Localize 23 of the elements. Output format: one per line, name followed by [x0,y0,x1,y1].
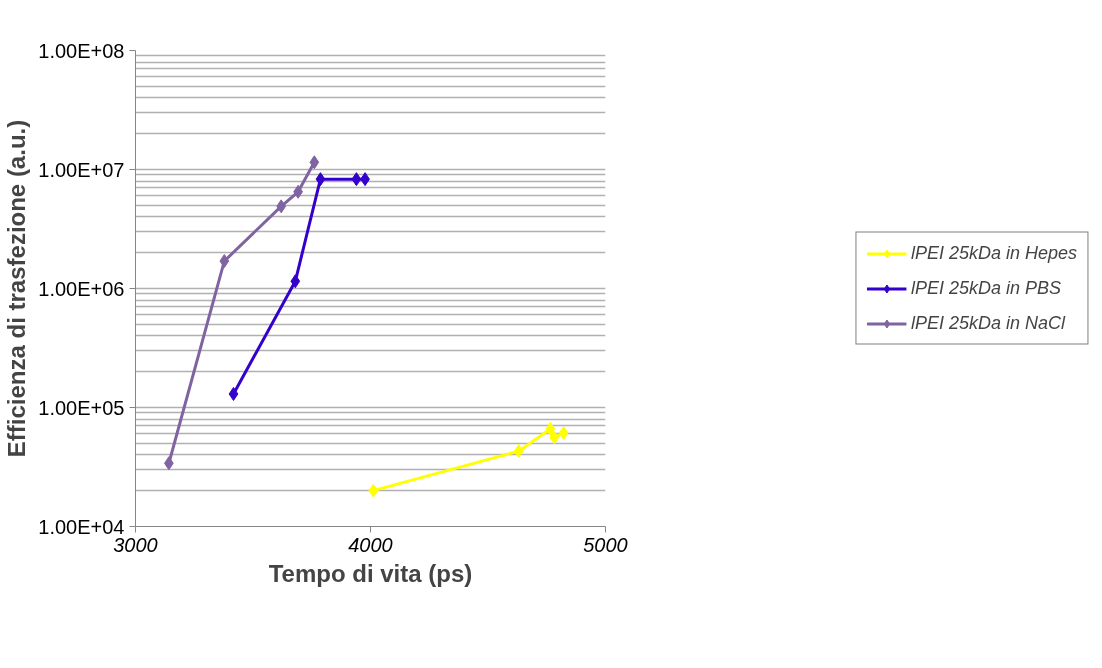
point [549,430,560,445]
point [290,274,301,289]
point [545,421,556,436]
point [368,483,379,498]
y-tick-label: 1.00E+07 [38,158,125,181]
x-tick-label: 4000 [348,533,393,556]
x-tick-label: 5000 [583,533,628,556]
y-tick-label: 1.00E+06 [38,277,125,300]
y-tick-label: 1.00E+05 [38,396,125,419]
y-tick-label: 1.00E+08 [38,39,125,62]
point [228,386,239,401]
x-axis-title: Tempo di vita (ps) [268,559,473,587]
legend-label: lPEI 25kDa in NaCl [910,312,1066,334]
point [351,172,362,187]
point [219,254,230,269]
point [558,426,569,441]
legend-label: lPEI 25kDa in PBS [910,277,1062,299]
point [513,444,524,459]
y-axis-title: Efficienza di trasfezione (a.u.) [3,119,31,458]
point [315,172,326,187]
legend-label: lPEI 25kDa in Hepes [910,242,1078,264]
point [309,155,320,170]
point [276,199,287,214]
